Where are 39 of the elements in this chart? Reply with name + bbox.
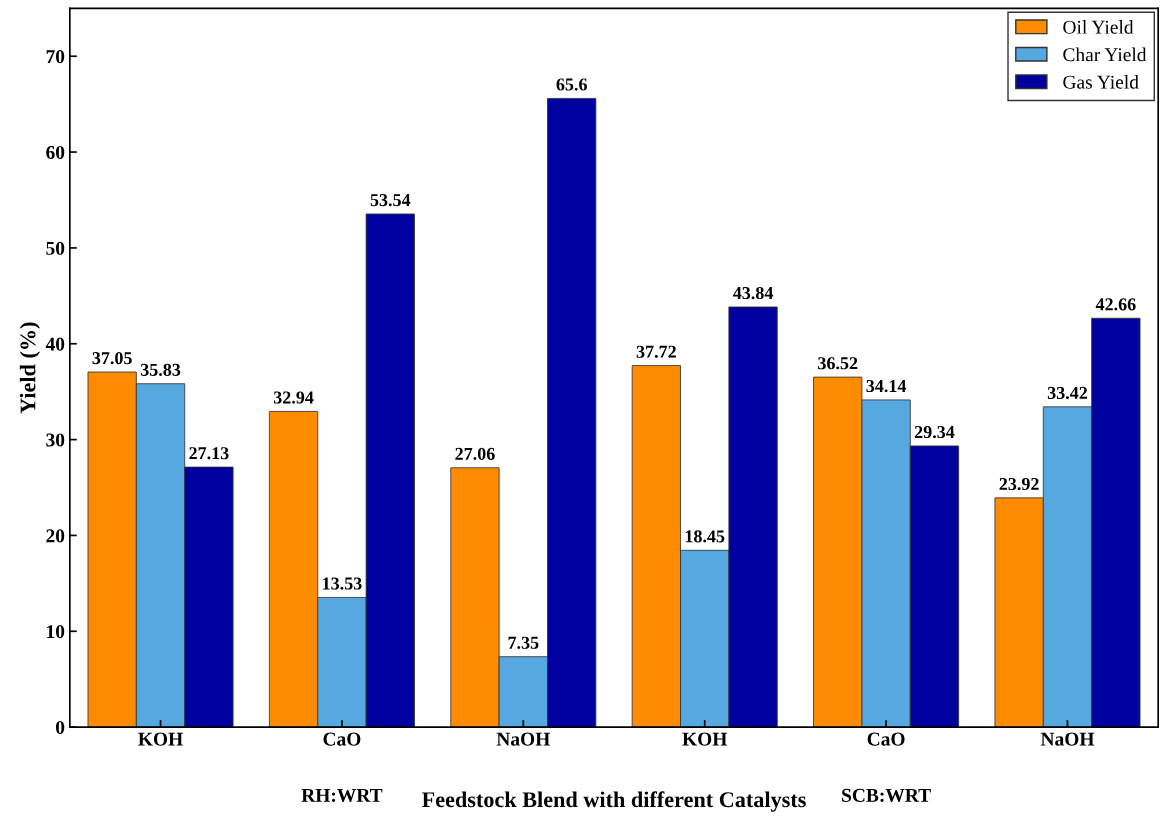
x-axis-title: Feedstock Blend with different Catalysts (422, 791, 806, 812)
y-tick-label: 10 (47, 625, 65, 639)
data-label: 34.14 (866, 379, 907, 393)
text: SCB:WRT (842, 788, 931, 803)
x-tick-label: CaO (323, 732, 361, 746)
data-label: 35.83 (140, 363, 181, 376)
data-label: 53.54 (370, 194, 411, 207)
data-label: 65.6 (556, 78, 587, 91)
data-label: 23.92 (999, 477, 1039, 491)
x-tick-label: NaOH (496, 732, 550, 746)
data-label: 32.94 (273, 391, 314, 404)
y-tick-label: 30 (46, 433, 65, 447)
legend-label: Oil Yield (1063, 20, 1134, 34)
x-tick-label: KOH (682, 732, 728, 746)
data-label: 37.05 (92, 352, 132, 365)
x-tick-label: CaO (867, 732, 905, 746)
x-tick-label: KOH (138, 732, 183, 746)
data-label: 37.72 (636, 345, 676, 358)
y-tick-label: 40 (45, 337, 65, 351)
y-tick-label: 70 (46, 50, 65, 64)
data-label: 43.84 (733, 286, 774, 300)
text: RH:WRT (301, 788, 383, 803)
y-axis-title: Yield (%) (19, 322, 40, 414)
data-label: 27.06 (455, 447, 495, 461)
y-tick-label: 50 (46, 241, 65, 255)
legend-label: Char Yield (1063, 47, 1147, 62)
x-tick-label: NaOH (1040, 732, 1095, 746)
data-label: 18.45 (685, 530, 725, 543)
data-label: 33.42 (1047, 386, 1088, 400)
y-tick-label: 20 (46, 529, 65, 543)
legend-label: Gas Yield (1063, 75, 1139, 89)
data-label: 29.34 (914, 425, 955, 439)
data-label: 42.66 (1095, 298, 1136, 311)
y-tick-label: 0 (56, 720, 65, 735)
data-label: 7.35 (508, 636, 539, 649)
data-label: 27.13 (189, 447, 229, 460)
data-label: 13.53 (323, 577, 362, 590)
y-tick-label: 60 (46, 145, 65, 160)
data-label: 36.52 (818, 357, 858, 370)
